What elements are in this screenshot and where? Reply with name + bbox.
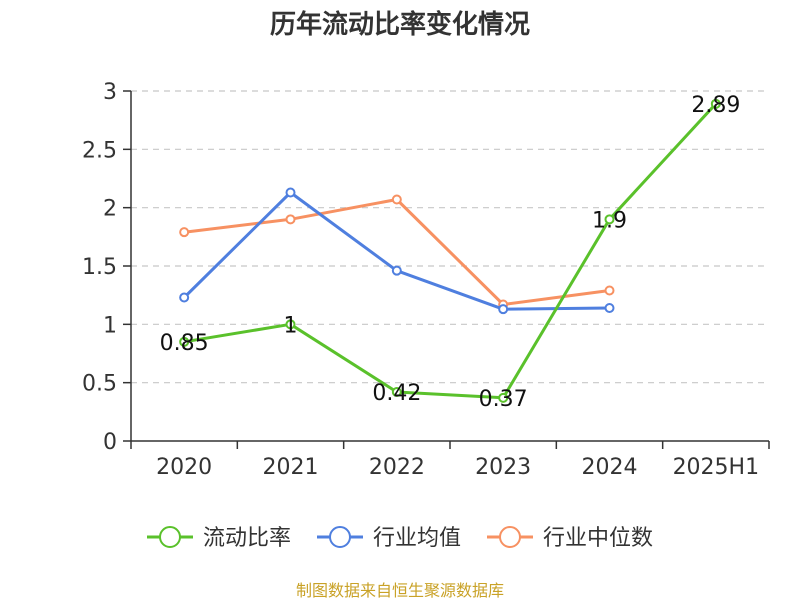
data-point	[391, 387, 402, 397]
x-tick-label: 2023	[475, 455, 531, 480]
legend-marker-icon	[159, 526, 181, 548]
data-point	[179, 292, 190, 303]
y-tick-label: 0	[103, 430, 117, 455]
data-point	[604, 214, 615, 225]
legend-item[interactable]: 行业均值	[317, 526, 461, 551]
legend-label: 流动比率	[203, 526, 291, 551]
legend-marker-icon	[329, 526, 351, 548]
chart-title: 历年流动比率变化情况	[270, 9, 530, 40]
legend[interactable]: 流动比率 行业均值 行业中位数	[147, 526, 653, 551]
data-point	[498, 392, 509, 403]
x-tick-label: 2020	[156, 455, 212, 480]
x-tick-label: 2025H1	[673, 455, 760, 480]
legend-label: 行业均值	[373, 526, 461, 551]
x-tick-label: 2024	[582, 455, 638, 480]
data-label: 1.9	[592, 208, 627, 233]
data-point	[285, 319, 296, 330]
series-line	[184, 198, 610, 306]
data-labels: 0.85 1 0.42 0.37 1.9 2.89	[160, 93, 741, 412]
y-tick-label: 2	[103, 197, 117, 222]
data-point	[179, 336, 190, 347]
legend-item[interactable]: 行业中位数	[487, 526, 653, 551]
data-point	[710, 98, 721, 109]
series-line	[183, 191, 610, 311]
data-label: 2.89	[691, 93, 740, 118]
data-label: 1	[284, 313, 298, 338]
data-label: 0.85	[160, 331, 209, 356]
series-lines	[179, 98, 721, 403]
series-line	[183, 102, 717, 400]
x-tick-label: 2022	[369, 455, 425, 480]
data-label: 0.42	[372, 381, 421, 406]
data-point	[604, 303, 615, 313]
axes: 0 0.5 1 1.5 2 2.5 3 2020 2021 2022 2023 2024 2025H1	[82, 80, 770, 480]
data-point	[498, 304, 509, 315]
legend-item[interactable]: 流动比率	[147, 526, 291, 551]
source-note: 制图数据来自恒生聚源数据库	[296, 581, 504, 600]
data-point	[391, 194, 402, 205]
y-tick-label: 3	[103, 80, 117, 105]
data-point	[179, 227, 190, 238]
data-point	[391, 265, 402, 276]
grid-lines	[131, 90, 769, 384]
data-point	[285, 187, 296, 198]
data-label: 0.37	[479, 387, 528, 412]
y-tick-label: 0.5	[82, 372, 117, 397]
data-point	[604, 285, 615, 296]
x-tick-label: 2021	[263, 455, 319, 480]
legend-label: 行业中位数	[543, 526, 653, 551]
y-tick-label: 1.5	[82, 255, 117, 280]
legend-marker-icon	[499, 526, 521, 548]
y-tick-label: 2.5	[82, 138, 117, 163]
data-point	[285, 214, 296, 225]
y-tick-label: 1	[103, 313, 117, 338]
